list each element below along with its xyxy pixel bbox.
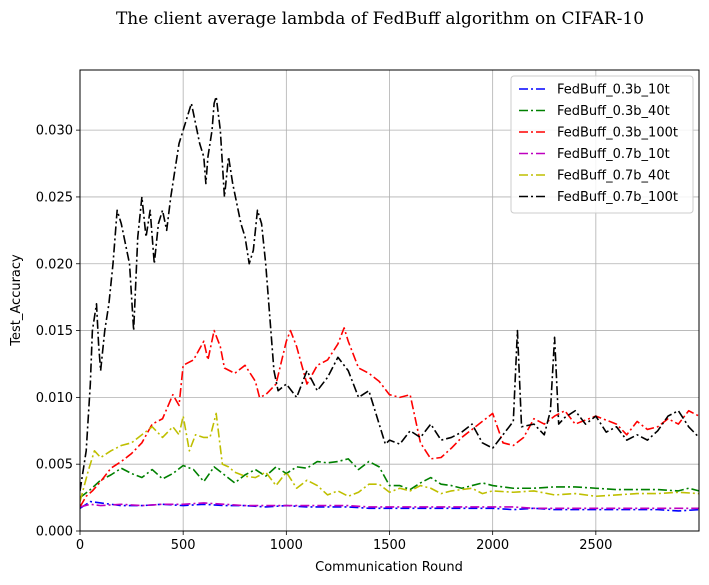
chart-title: The client average lambda of FedBuff alg… [116,9,644,29]
y-axis-label: Test_Accuracy [9,254,24,347]
x-tick-label: 1500 [373,538,406,553]
x-tick-label: 1000 [270,538,303,553]
y-tick-label: 0.025 [36,190,73,205]
x-tick-label: 500 [171,538,196,553]
legend-label: FedBuff_0.7b_10t [557,147,670,162]
y-tick-label: 0.015 [36,324,73,339]
y-tick-label: 0.005 [36,458,73,473]
y-tick-label: 0.010 [36,391,73,406]
legend-label: FedBuff_0.3b_10t [557,83,670,98]
x-axis-ticks: 0 500 1000 1500 2000 2500 [76,531,612,553]
x-axis-label: Communication Round [315,560,463,575]
y-axis-ticks: 0.000 0.005 0.010 0.015 0.020 0.025 0.030 [36,124,80,540]
legend-box [510,75,694,214]
series-line-fedbuff-0-7b-10t [80,502,699,510]
series-line-fedbuff-0-3b-100t [80,327,699,508]
y-tick-label: 0.030 [36,124,73,139]
y-tick-label: 0.020 [36,257,73,272]
legend: FedBuff_0.3b_10t FedBuff_0.3b_40t FedBuff_… [510,75,694,214]
legend-label: FedBuff_0.3b_100t [557,126,678,141]
legend-label: FedBuff_0.7b_100t [557,190,678,205]
series-line-fedbuff-0-3b-40t [80,458,699,499]
series-line-fedbuff-0-7b-40t [80,412,699,502]
series-lines [80,95,699,512]
x-tick-label: 2000 [476,538,509,553]
x-tick-label: 2500 [579,538,612,553]
x-tick-label: 0 [76,538,84,553]
legend-label: FedBuff_0.3b_40t [557,104,670,119]
legend-label: FedBuff_0.7b_40t [557,169,670,184]
y-tick-label: 0.000 [36,525,73,540]
